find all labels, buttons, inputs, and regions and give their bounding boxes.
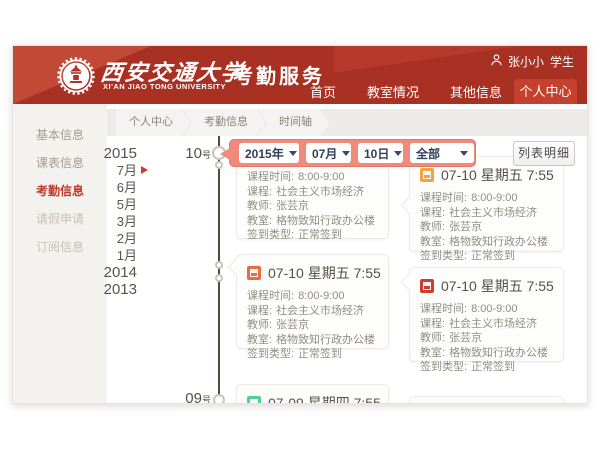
day-label-10: 10号: [185, 145, 211, 162]
user-info[interactable]: 张小小 学生: [491, 53, 574, 70]
timeline-year-2014[interactable]: 2014: [103, 264, 137, 281]
main-nav: 首页 教室情况 其他信息: [310, 82, 502, 101]
sidebar-item-leave-request[interactable]: 请假申请: [35, 212, 84, 226]
card-field: 课程: 社会主义市场经济: [247, 185, 365, 198]
card-field: 签到类型: 正常签到: [247, 229, 343, 241]
app-header: 西安交通大学 XI'AN JIAO TONG UNIVERSITY 考勤服务 张…: [13, 46, 587, 104]
timeline-month-feb[interactable]: 2月: [116, 231, 137, 246]
card-arrow: [227, 258, 245, 276]
day-label-09: 09号: [185, 390, 211, 404]
app-window: 西安交通大学 XI'AN JIAO TONG UNIVERSITY 考勤服务 张…: [12, 45, 588, 404]
card-field: 教室: 格物致知行政办公楼: [420, 346, 549, 359]
card-field: 课程: 社会主义市场经济: [420, 206, 538, 219]
date-filter-bar: 2015年 07月 10日 全部: [220, 139, 476, 167]
breadcrumb-personal-center[interactable]: 个人中心: [116, 109, 190, 136]
card-header: 07-10 星期五 7:55: [420, 276, 554, 296]
attendance-card: 课程时间: 8:00-9:00 课程: 社会主义市场经济 教师: 张芸京 教室: 格物致…: [236, 153, 389, 241]
timeline-year-list: 2015 7月 6月 5月 3月 2月 1月 2014 2013: [97, 145, 148, 298]
chevron-down-icon: [342, 151, 351, 160]
card-header: 07-10 星期五 7:55: [247, 263, 381, 283]
card-field: 签到类型: 正常签到: [247, 348, 343, 360]
calendar-icon: [247, 396, 261, 403]
card-field: 教师: 张芸京: [247, 200, 310, 212]
day-select[interactable]: 10日: [358, 143, 403, 163]
sidebar-item-attendance[interactable]: 考勤信息: [35, 184, 84, 198]
type-select[interactable]: 全部: [410, 143, 474, 163]
breadcrumb-timeline[interactable]: 时间轴: [258, 109, 329, 136]
timeline-node[interactable]: [215, 161, 223, 169]
card-field: 教师: 张芸京: [420, 332, 483, 344]
timeline-node[interactable]: [215, 274, 223, 282]
timeline-year-2015[interactable]: 2015: [103, 145, 137, 162]
card-field: 签到类型: 正常签到: [420, 250, 516, 262]
timeline-month-jan[interactable]: 1月: [116, 248, 137, 263]
month-select[interactable]: 07月: [306, 143, 351, 163]
card-arrow: [400, 196, 418, 214]
card-field: 课程: 社会主义市场经济: [247, 304, 365, 317]
timeline-node-day09[interactable]: [213, 394, 225, 403]
app-title: 考勤服务: [233, 66, 325, 88]
timeline-month-jul[interactable]: 7月: [97, 162, 148, 179]
university-name-en: XI'AN JIAO TONG UNIVERSITY: [103, 82, 226, 91]
nav-home[interactable]: 首页: [309, 85, 336, 100]
calendar-icon: [420, 279, 434, 293]
timeline-year-2013[interactable]: 2013: [103, 281, 137, 298]
chevron-down-icon: [394, 151, 403, 160]
card-arrow: [400, 273, 418, 291]
attendance-card: 07-09 星期四 7:55: [236, 384, 389, 403]
card-field: 课程时间: 8:00-9:00: [247, 290, 345, 302]
nav-other-info[interactable]: 其他信息: [449, 85, 502, 100]
person-icon: [491, 54, 502, 69]
attendance-card: 07-10 星期五 7:55 课程时间: 8:00-9:00 课程: 社会主义市场经…: [227, 254, 389, 360]
card-field: 课程时间: 8:00-9:00: [247, 171, 345, 183]
card-field: 教师: 张芸京: [420, 221, 483, 233]
card-header: 07-09 星期四 7:55: [247, 393, 381, 403]
timeline-month-mar[interactable]: 3月: [116, 214, 137, 229]
year-select[interactable]: 2015年: [239, 143, 299, 163]
timeline-month-may[interactable]: 5月: [116, 197, 137, 212]
card-field: 教室: 格物致知行政办公楼: [420, 235, 549, 248]
current-month-marker: [141, 166, 152, 174]
timeline-axis: [218, 136, 220, 403]
card-field: 课程: 社会主义市场经济: [420, 317, 538, 330]
nav-classrooms[interactable]: 教室情况: [366, 85, 419, 100]
list-detail-button[interactable]: 列表明细: [513, 141, 575, 166]
card-field: 签到类型: 正常签到: [420, 361, 516, 373]
timeline-month-jun[interactable]: 6月: [116, 180, 137, 195]
chevron-down-icon: [288, 151, 297, 160]
user-name: 张小小: [507, 55, 544, 69]
card-field: 课程时间: 8:00-9:00: [420, 192, 518, 204]
sidebar: 基本信息 课表信息 考勤信息 请假申请 订阅信息: [13, 104, 107, 403]
attendance-card: 07-10 星期五 7:55 课程时间: 8:00-9:00 课程: 社会主义市场经…: [400, 267, 564, 373]
attendance-card: [409, 396, 564, 403]
sidebar-item-timetable[interactable]: 课表信息: [35, 156, 84, 170]
attendance-card: 07-10 星期五 7:55 课程时间: 8:00-9:00 课程: 社会主义市场经…: [400, 156, 564, 262]
calendar-icon: [420, 168, 434, 182]
sidebar-item-basic-info[interactable]: 基本信息: [35, 128, 84, 142]
card-field: 教室: 格物致知行政办公楼: [247, 214, 376, 227]
card-field: 教室: 格物致知行政办公楼: [247, 333, 376, 346]
card-header: 07-10 星期五 7:55: [420, 165, 554, 185]
user-role: 学生: [549, 55, 574, 69]
card-field: 教师: 张芸京: [247, 319, 310, 331]
timeline-node[interactable]: [215, 261, 223, 269]
tab-personal-center[interactable]: 个人中心: [514, 79, 577, 104]
chevron-down-icon: [460, 151, 468, 160]
card-field: 课程时间: 8:00-9:00: [420, 303, 518, 315]
breadcrumb: 个人中心 考勤信息 时间轴: [107, 109, 587, 136]
breadcrumb-attendance[interactable]: 考勤信息: [183, 109, 265, 136]
university-logo-icon: [57, 57, 95, 100]
calendar-icon: [247, 266, 261, 280]
sidebar-item-subscription[interactable]: 订阅信息: [35, 240, 84, 254]
